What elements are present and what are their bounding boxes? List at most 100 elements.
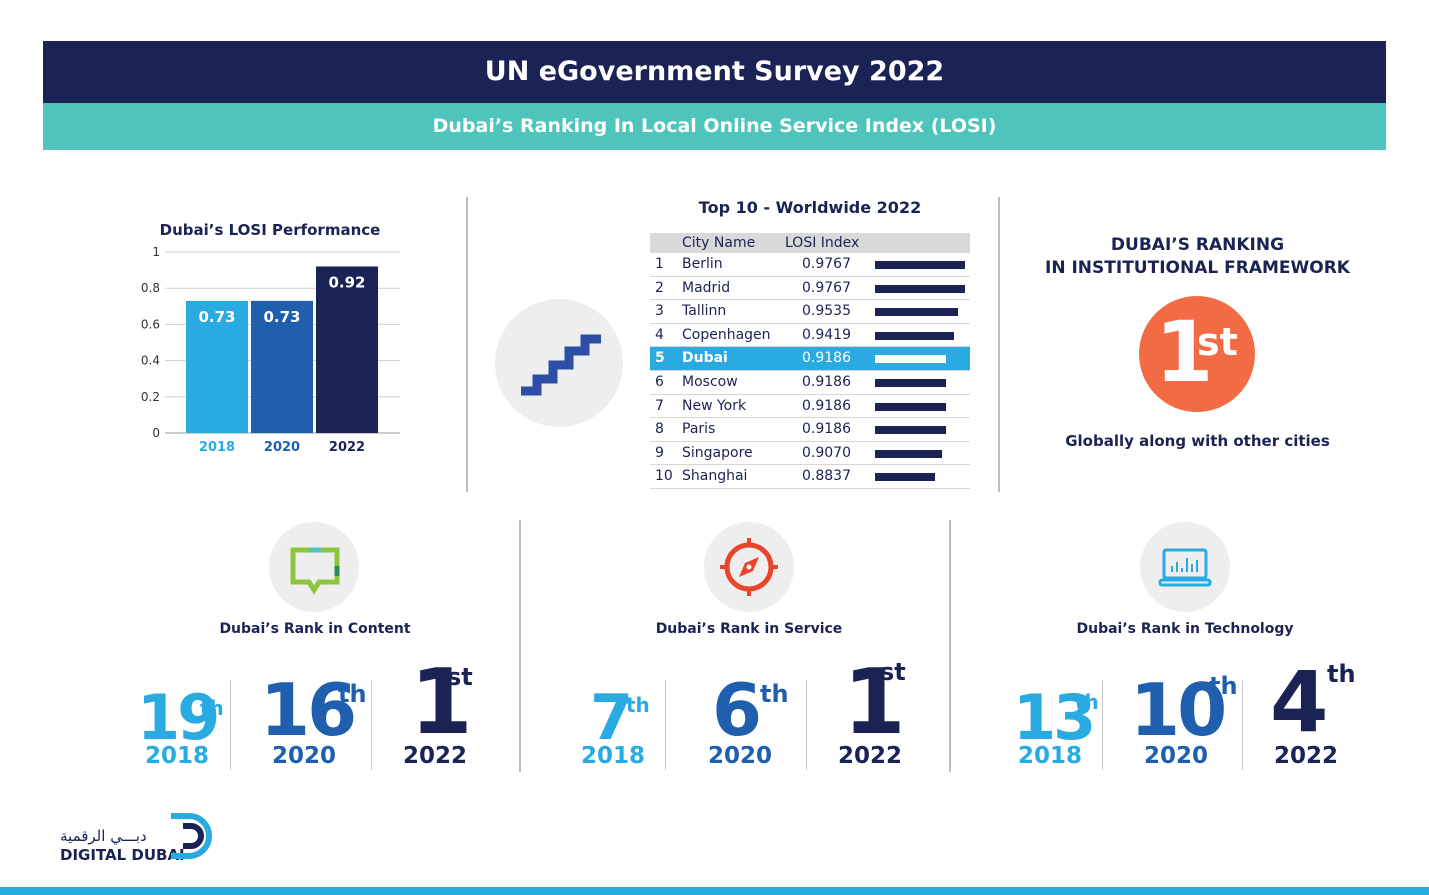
technology-rank-2020-suffix: th: [1209, 672, 1238, 700]
stairs-icon: [495, 299, 623, 427]
row-rank: 10: [655, 468, 673, 485]
x-tick-label: 2020: [264, 440, 300, 455]
institutional-footnote: Globally along with other cities: [1065, 432, 1330, 450]
content-rank-2018: 19: [137, 681, 220, 754]
technology-year-2022: 2022: [1274, 743, 1339, 769]
row-city: Berlin: [682, 256, 723, 272]
row-rank: 9: [655, 444, 664, 461]
survey-subtitle: Dubai’s Ranking In Local Online Service …: [43, 103, 1386, 150]
separator: [1242, 680, 1243, 770]
technology-year-2020: 2020: [1144, 743, 1209, 769]
row-losi-value: 0.9419: [802, 326, 851, 343]
service-rank-2022-suffix: st: [880, 658, 906, 686]
technology-rank-2022: 4: [1270, 653, 1328, 751]
y-tick-label: 0: [152, 426, 160, 440]
losi-performance-chart: Dubai’s LOSI Performance 0 0.2 0.4 0.6 0.8 1 0…: [141, 221, 400, 455]
row-city: Dubai: [682, 350, 728, 367]
row-losi-value: 0.9070: [802, 444, 851, 461]
technology-year-2018: 2018: [1018, 743, 1083, 769]
chart-title: Dubai’s LOSI Performance: [160, 221, 381, 239]
service-rank-2018: 7: [590, 681, 633, 754]
content-rank-2022: 1: [410, 650, 473, 755]
row-losi-bar: [875, 284, 965, 293]
compass-icon: [704, 522, 794, 612]
row-losi-value: 0.9186: [802, 373, 851, 390]
y-tick-label: 0.6: [141, 317, 160, 331]
divider: [519, 520, 521, 772]
service-rank-2020-suffix: th: [760, 680, 789, 708]
bar-value-label: 0.92: [328, 273, 365, 291]
row-losi-bar: [875, 331, 954, 340]
row-city: New York: [682, 397, 747, 414]
table-title: Top 10 - Worldwide 2022: [698, 198, 922, 217]
table-header-row: City Name LOSI Index: [650, 233, 970, 253]
logo-english-text: DIGITAL DUBAI: [60, 846, 185, 864]
service-rank-2018-suffix: th: [626, 693, 650, 717]
bar-value-label: 0.73: [198, 308, 235, 326]
panel-title-technology: Dubai’s Rank in Technology: [1076, 621, 1294, 637]
bar-2020: [251, 300, 313, 433]
table-row: 1 Berlin 0.9767: [650, 253, 970, 277]
row-rank: 3: [655, 303, 664, 320]
row-rank: 8: [655, 421, 664, 438]
content-year-2018: 2018: [145, 743, 210, 769]
institutional-rank-number: 1: [1155, 303, 1213, 401]
row-losi-value: 0.9767: [802, 279, 851, 296]
row-rank: 1: [655, 256, 664, 272]
content-rank-2018-suffix: th: [200, 696, 224, 720]
row-losi-value: 0.9535: [802, 303, 851, 320]
row-rank: 7: [655, 397, 664, 414]
table-row: 3 Tallinn 0.9535: [650, 300, 970, 324]
row-losi-value: 0.9186: [802, 350, 851, 367]
bottom-stripe: [0, 887, 1429, 895]
table-row: 8 Paris 0.9186: [650, 418, 970, 442]
content-rank-2022-suffix: st: [447, 663, 473, 691]
service-year-2022: 2022: [838, 743, 903, 769]
separator: [230, 680, 231, 770]
service-year-2020: 2020: [708, 743, 773, 769]
row-losi-bar: [875, 261, 965, 269]
row-city: Paris: [682, 421, 716, 438]
row-city: Singapore: [682, 444, 753, 461]
technology-rank-2018: 13: [1013, 681, 1096, 754]
row-losi-bar: [875, 378, 947, 387]
divider: [998, 197, 1000, 492]
column-header-losi: LOSI Index: [785, 235, 860, 251]
losi-top10-table: City Name LOSI Index 1 Berlin 0.9767 2 Madri…: [650, 233, 970, 489]
row-rank: 2: [655, 279, 664, 296]
laptop-icon: [1140, 522, 1230, 612]
y-tick-label: 1: [152, 245, 160, 259]
table-row-highlighted: 5 Dubai 0.9186: [650, 347, 970, 371]
institutional-rank-suffix: st: [1197, 320, 1238, 364]
row-losi-bar: [875, 355, 947, 364]
table-row: 7 New York 0.9186: [650, 395, 970, 419]
row-city: Shanghai: [682, 468, 748, 485]
content-rank-2020: 16: [260, 668, 357, 752]
service-rank-2022: 1: [843, 650, 906, 755]
row-losi-value: 0.9767: [802, 256, 851, 272]
row-losi-bar: [875, 402, 947, 411]
row-city: Copenhagen: [682, 326, 771, 343]
row-city: Tallinn: [682, 303, 727, 320]
bar-2018: [186, 300, 248, 433]
divider: [466, 197, 468, 492]
content-year-2022: 2022: [403, 743, 468, 769]
x-tick-label: 2022: [329, 440, 365, 455]
institutional-title-line1: DUBAI’S RANKING: [1110, 235, 1285, 255]
separator: [371, 680, 372, 770]
row-city: Madrid: [682, 279, 731, 296]
y-tick-label: 0.2: [141, 390, 160, 404]
bar-2022: [316, 266, 378, 433]
table-row: 10 Shanghai 0.8837: [650, 465, 970, 489]
separator: [665, 680, 666, 770]
row-losi-bar: [875, 308, 958, 317]
content-rank-2020-suffix: th: [338, 680, 367, 708]
row-rank: 5: [655, 350, 665, 367]
content-year-2020: 2020: [272, 743, 337, 769]
y-tick-label: 0.8: [141, 281, 160, 295]
y-tick-label: 0.4: [141, 354, 160, 368]
table-row: 4 Copenhagen 0.9419: [650, 324, 970, 348]
institutional-rank-badge: 1 st: [1139, 296, 1255, 412]
technology-rank-2022-suffix: th: [1327, 660, 1356, 688]
separator: [806, 680, 807, 770]
